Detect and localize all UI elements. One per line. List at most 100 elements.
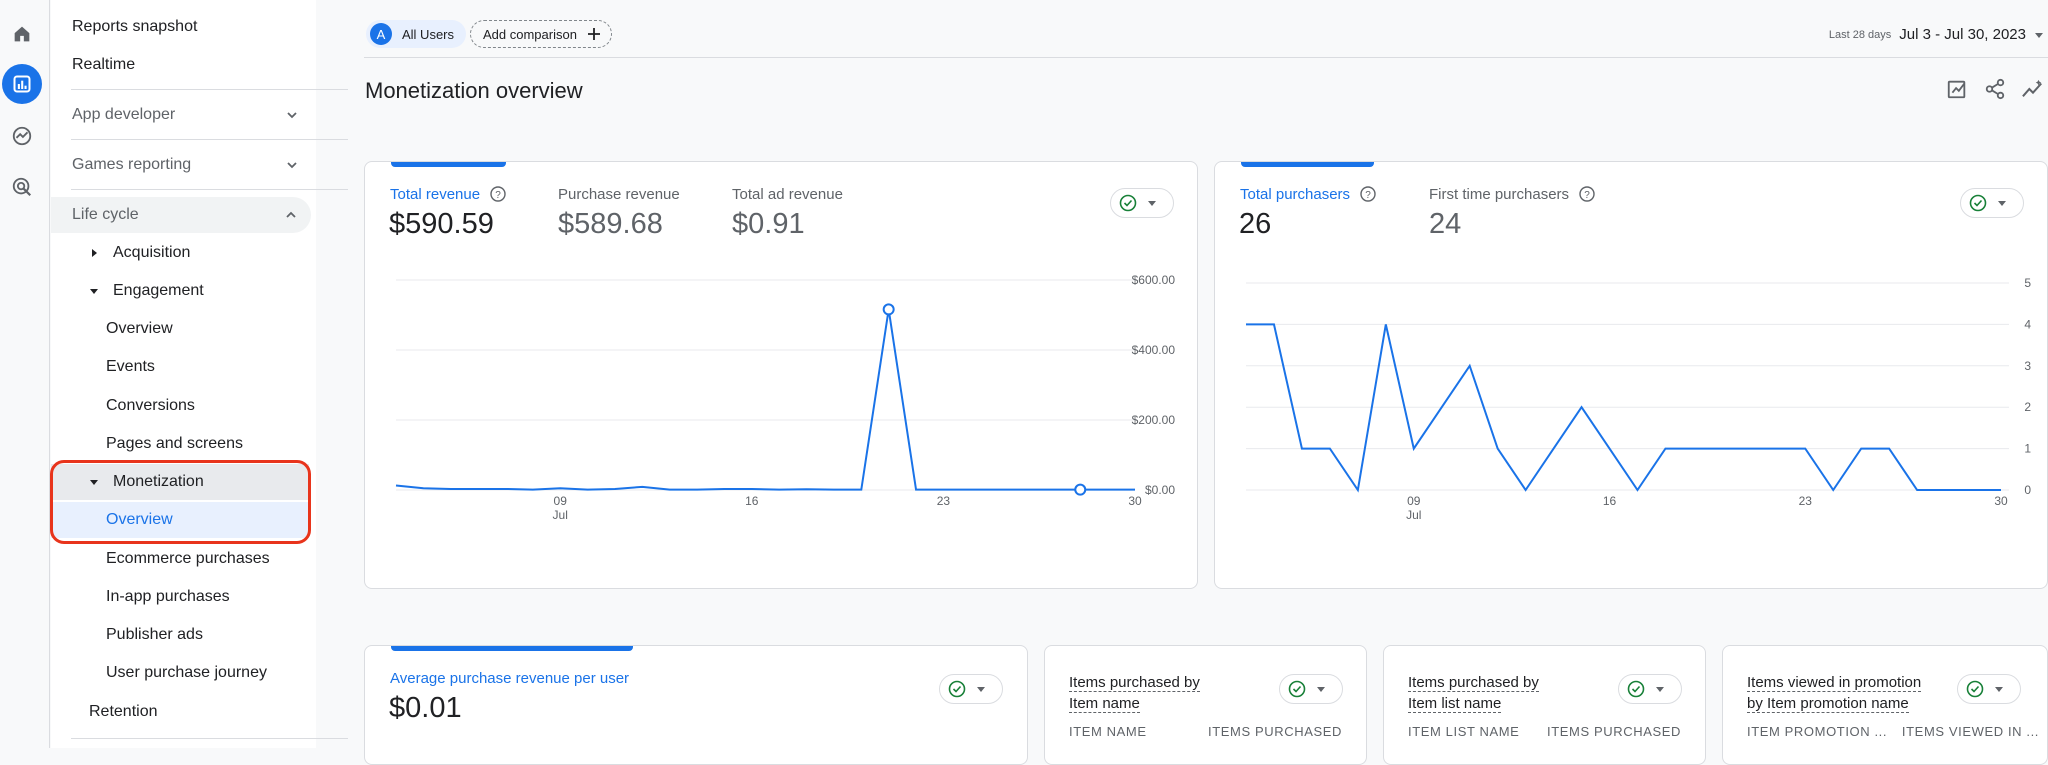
check-circle-icon: [1969, 194, 1987, 212]
metric-first-time-purchasers-tab[interactable]: First time purchasers ?: [1429, 186, 1595, 203]
nav-life-cycle[interactable]: Life cycle: [51, 197, 311, 233]
nav-realtime[interactable]: Realtime: [72, 47, 135, 83]
nav-retention[interactable]: Retention: [89, 694, 158, 730]
advertising-icon[interactable]: [2, 167, 42, 207]
avg-purchase-revenue-card: Average purchase revenue per user $0.01: [364, 645, 1028, 765]
help-icon[interactable]: ?: [490, 186, 506, 202]
card-title-line1: Items viewed in promotion: [1747, 674, 1922, 692]
total-purchasers-card: Total purchasers ? 26 First time purchas…: [1214, 161, 2048, 589]
nav-label: Overview: [106, 320, 173, 337]
items-by-item-name-card: Items purchased by Item name ITEM NAME I…: [1044, 645, 1367, 765]
data-point-marker: [882, 303, 895, 316]
customize-report-icon[interactable]: [1944, 76, 1970, 102]
date-range-picker[interactable]: Last 28 days Jul 3 - Jul 30, 2023: [1829, 26, 2044, 43]
nav-publisher-ads[interactable]: Publisher ads: [106, 617, 203, 653]
check-circle-icon: [1119, 194, 1137, 212]
nav-label: Monetization: [113, 473, 204, 490]
nav-label: Realtime: [72, 56, 136, 73]
x-tick-label: 30: [1128, 494, 1142, 508]
data-quality-dropdown[interactable]: [1960, 188, 2024, 218]
data-quality-dropdown[interactable]: [1110, 188, 1174, 218]
insights-icon[interactable]: [2020, 76, 2046, 102]
nav-events[interactable]: Events: [106, 349, 155, 385]
data-quality-dropdown[interactable]: [939, 674, 1003, 704]
help-icon[interactable]: ?: [1360, 186, 1376, 202]
svg-text:?: ?: [1584, 190, 1590, 201]
nav-in-app-purchases[interactable]: In-app purchases: [106, 579, 230, 615]
y-tick-label: 1: [2024, 442, 2031, 456]
caret-down-icon: [1998, 201, 2006, 206]
add-comparison-button[interactable]: Add comparison: [470, 20, 612, 48]
items-viewed-in-promotion-card: Items viewed in promotion by Item promot…: [1722, 645, 2048, 765]
x-tick-label: 23: [1799, 494, 1813, 508]
data-quality-dropdown[interactable]: [1957, 674, 2021, 704]
page-title: Monetization overview: [365, 78, 583, 103]
nav-conversions[interactable]: Conversions: [106, 388, 195, 424]
caret-down-icon: [90, 480, 98, 485]
reports-icon[interactable]: [2, 64, 42, 104]
metric-label: First time purchasers: [1429, 186, 1570, 203]
nav-label: Acquisition: [113, 244, 191, 261]
nav-monetization[interactable]: Monetization: [51, 464, 309, 500]
series-line: [395, 309, 1135, 491]
highlight-annotation: [50, 460, 311, 544]
card-title-dimension[interactable]: Item name: [1069, 695, 1140, 713]
segment-chip[interactable]: A All Users: [366, 20, 467, 48]
metric-total-ad-revenue-tab[interactable]: Total ad revenue: [732, 186, 843, 203]
divider: [71, 189, 348, 190]
nav-label: Publisher ads: [106, 626, 203, 643]
metric-avg-revenue-tab[interactable]: Average purchase revenue per user: [390, 670, 630, 687]
nav-user-purchase-journey[interactable]: User purchase journey: [106, 655, 267, 691]
divider: [71, 139, 348, 140]
nav-engagement-overview[interactable]: Overview: [106, 311, 173, 347]
nav-label: Pages and screens: [106, 435, 243, 452]
icon-rail: [0, 0, 50, 748]
nav-games-reporting[interactable]: Games reporting: [72, 147, 312, 183]
selected-tab-indicator: [391, 646, 633, 651]
nav-pages-and-screens[interactable]: Pages and screens: [106, 426, 243, 462]
nav-label: Engagement: [113, 282, 204, 299]
nav-monetization-overview[interactable]: Overview: [51, 502, 309, 538]
nav-engagement[interactable]: Engagement: [89, 273, 204, 309]
share-icon[interactable]: [1982, 76, 2008, 102]
card-title-dimension[interactable]: by Item promotion name: [1747, 695, 1909, 713]
help-icon[interactable]: ?: [1579, 186, 1595, 202]
check-circle-icon: [1966, 680, 1984, 698]
data-point-marker: [1074, 483, 1087, 496]
y-tick-label: 2: [2024, 400, 2031, 414]
check-circle-icon: [1288, 680, 1306, 698]
caret-down-icon: [90, 289, 98, 294]
nav-label: Events: [106, 358, 155, 375]
column-header: ITEM PROMOTION ...: [1747, 724, 1888, 739]
home-icon[interactable]: [2, 14, 42, 54]
column-header: ITEMS VIEWED IN ...: [1901, 724, 2039, 739]
plus-icon: [587, 28, 600, 40]
nav-app-developer[interactable]: App developer: [72, 97, 312, 133]
nav-acquisition[interactable]: Acquisition: [89, 235, 190, 271]
data-quality-dropdown[interactable]: [1618, 674, 1682, 704]
metric-total-revenue-tab[interactable]: Total revenue ?: [390, 186, 506, 203]
nav-reports-snapshot[interactable]: Reports snapshot: [72, 9, 197, 45]
nav-label: Games reporting: [72, 156, 192, 173]
card-title-dimension[interactable]: Item list name: [1408, 695, 1502, 713]
explore-icon[interactable]: [2, 116, 42, 156]
caret-right-icon: [92, 249, 97, 257]
metric-value: $0.01: [389, 692, 462, 724]
metric-value: $589.68: [558, 208, 663, 240]
x-tick-label: 16: [745, 494, 759, 508]
nav-label: In-app purchases: [106, 588, 230, 605]
metric-purchase-revenue-tab[interactable]: Purchase revenue: [558, 186, 680, 203]
metric-label: Purchase revenue: [558, 186, 680, 203]
metric-total-purchasers-tab[interactable]: Total purchasers ?: [1240, 186, 1376, 203]
divider: [364, 57, 2048, 58]
caret-down-icon: [2035, 32, 2043, 38]
nav-label: Life cycle: [72, 206, 139, 223]
add-comparison-label: Add comparison: [483, 26, 577, 42]
svg-text:?: ?: [1365, 190, 1371, 201]
nav-ecommerce-purchases[interactable]: Ecommerce purchases: [106, 541, 270, 577]
x-tick-label: 23: [937, 494, 951, 508]
metric-value: $590.59: [389, 208, 494, 240]
data-quality-dropdown[interactable]: [1279, 674, 1343, 704]
x-tick-label: 30: [1994, 494, 2008, 508]
